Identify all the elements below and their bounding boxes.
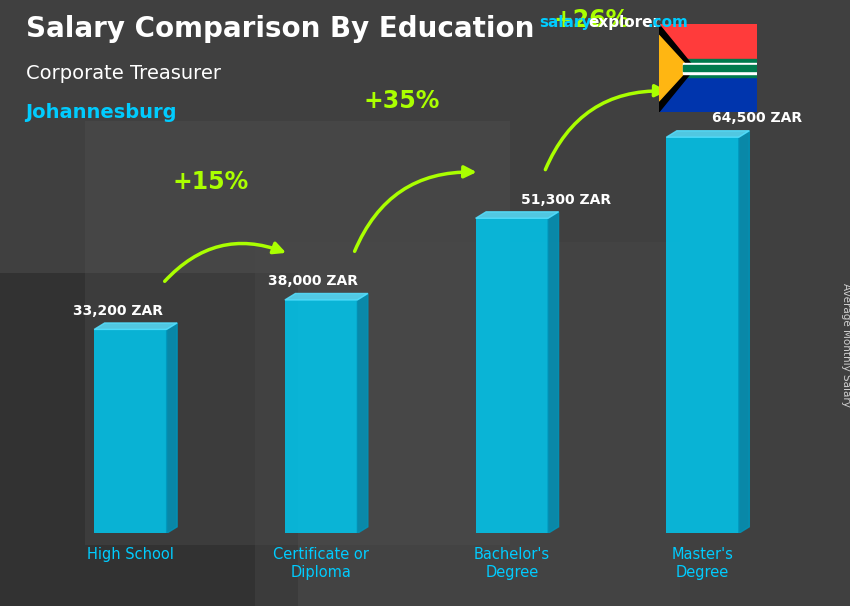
Text: 38,000 ZAR: 38,000 ZAR: [268, 274, 358, 288]
Polygon shape: [548, 212, 558, 533]
Bar: [0, 273, 298, 606]
Polygon shape: [476, 212, 558, 218]
Text: Corporate Treasurer: Corporate Treasurer: [26, 64, 220, 82]
Text: Average Monthly Salary: Average Monthly Salary: [841, 284, 850, 407]
Text: +15%: +15%: [173, 170, 249, 195]
Bar: [85, 121, 510, 545]
Text: salary: salary: [540, 15, 592, 30]
Bar: [659, 24, 756, 68]
Bar: [285, 300, 357, 533]
Bar: [666, 137, 739, 533]
Bar: [683, 62, 756, 74]
Text: .com: .com: [648, 15, 689, 30]
Polygon shape: [357, 293, 368, 533]
Polygon shape: [666, 131, 750, 137]
Bar: [659, 59, 756, 77]
Text: +26%: +26%: [554, 8, 630, 32]
Polygon shape: [739, 131, 750, 533]
Polygon shape: [659, 35, 688, 101]
Text: +35%: +35%: [363, 88, 439, 113]
Text: explorer: explorer: [588, 15, 660, 30]
Bar: [255, 242, 680, 606]
Bar: [683, 65, 756, 72]
Polygon shape: [659, 24, 694, 112]
Polygon shape: [285, 293, 368, 300]
Bar: [659, 68, 756, 112]
Text: Salary Comparison By Education: Salary Comparison By Education: [26, 15, 534, 43]
Text: 33,200 ZAR: 33,200 ZAR: [73, 304, 163, 318]
Bar: [94, 330, 167, 533]
Text: Johannesburg: Johannesburg: [26, 103, 177, 122]
Bar: [476, 218, 548, 533]
Text: 51,300 ZAR: 51,300 ZAR: [521, 193, 611, 207]
Polygon shape: [94, 323, 177, 330]
Polygon shape: [167, 323, 177, 533]
Text: 64,500 ZAR: 64,500 ZAR: [712, 112, 802, 125]
